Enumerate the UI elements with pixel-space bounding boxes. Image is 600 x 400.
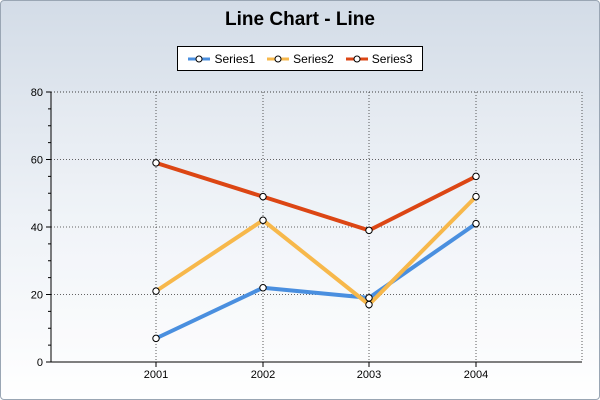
chart-title: Line Chart - Line <box>225 9 375 30</box>
legend-swatch-series3 <box>345 55 368 62</box>
y-tick-label: 0 <box>37 357 43 369</box>
chart-legend: Series1 Series2 Series3 <box>177 46 423 71</box>
y-tick-label: 60 <box>31 155 43 167</box>
x-tick-label: 2001 <box>144 369 168 381</box>
x-tick-label: 2003 <box>357 369 381 381</box>
data-point-series1 <box>472 219 480 228</box>
legend-label-series2: Series2 <box>293 51 334 66</box>
y-tick-label: 20 <box>31 290 43 302</box>
legend-label-series1: Series1 <box>214 51 256 66</box>
data-point-series3 <box>259 192 267 201</box>
legend-swatch-series1 <box>188 55 211 62</box>
data-point-series3 <box>365 226 373 235</box>
data-point-series2 <box>259 216 267 224</box>
data-point-series2 <box>472 192 480 201</box>
series-line-series1 <box>154 221 478 341</box>
legend-item-series1: Series1 <box>187 52 255 66</box>
x-tick-label: 2002 <box>251 369 275 381</box>
data-point-series3 <box>152 159 160 167</box>
data-point-series1 <box>259 284 267 292</box>
data-point-series2 <box>365 300 373 309</box>
plot-background <box>51 92 582 362</box>
legend-item-series3: Series3 <box>345 51 413 66</box>
data-point-series1 <box>365 294 373 302</box>
data-point-series2 <box>152 287 160 295</box>
series-line-series2 <box>154 194 478 307</box>
series-line-series3 <box>154 160 478 233</box>
y-tick-label: 40 <box>31 222 43 234</box>
legend-swatch-series2 <box>267 55 290 62</box>
x-tick-label: 2004 <box>464 369 488 381</box>
legend-label-series3: Series3 <box>371 51 413 66</box>
data-point-series3 <box>472 172 480 181</box>
legend-item-series2: Series2 <box>266 52 334 66</box>
y-tick-label: 80 <box>31 87 43 99</box>
data-point-series1 <box>152 334 160 343</box>
